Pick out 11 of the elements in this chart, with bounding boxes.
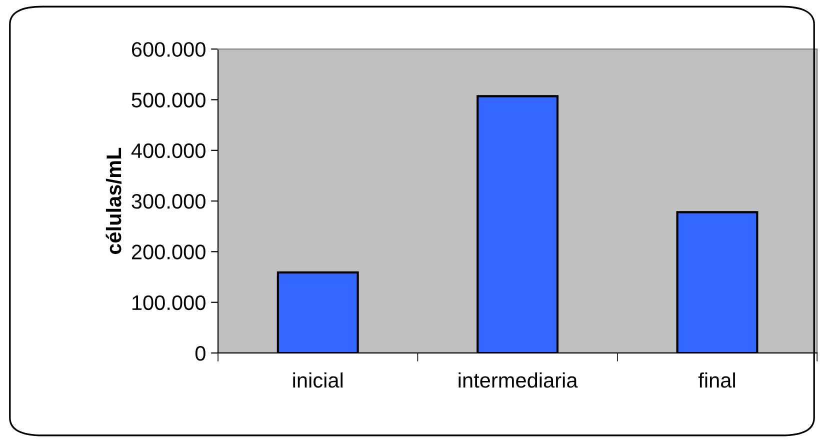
x-tick-label: final [698,372,735,388]
y-axis-title: células/mL [106,148,122,254]
x-tick-label: intermediaria [458,372,578,388]
y-tick-label: 100.000 [132,295,206,310]
y-tick-label: 500.000 [132,92,206,108]
y-tick-label: 300.000 [132,194,206,209]
x-tick-label: inicial [293,372,343,388]
y-tick-label: 400.000 [131,143,206,158]
y-tick-label: 200.000 [132,244,206,260]
y-tick-label: 0 [195,346,206,361]
y-tick-label: 600.000 [132,42,206,57]
